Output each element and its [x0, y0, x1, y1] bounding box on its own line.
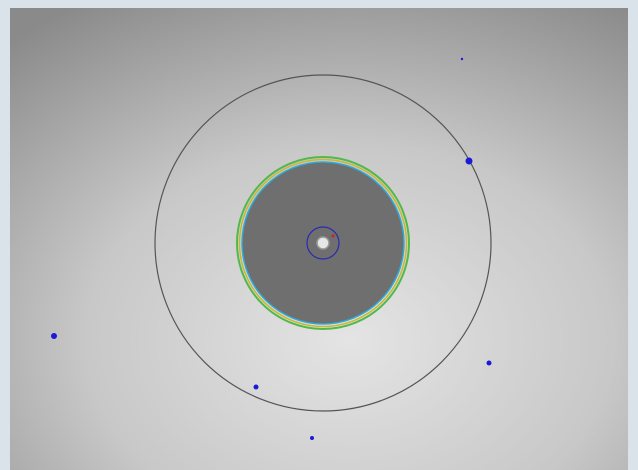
defect — [310, 436, 314, 440]
core-center — [316, 236, 330, 250]
green-ring — [236, 156, 410, 330]
cladding-outline — [154, 74, 492, 412]
defect-red — [331, 234, 335, 238]
defect — [460, 57, 464, 61]
yellow-ring — [238, 158, 408, 328]
defect — [465, 157, 473, 165]
defect — [486, 360, 492, 366]
defect — [253, 384, 259, 390]
defect — [51, 333, 57, 339]
core-outline — [306, 226, 340, 260]
